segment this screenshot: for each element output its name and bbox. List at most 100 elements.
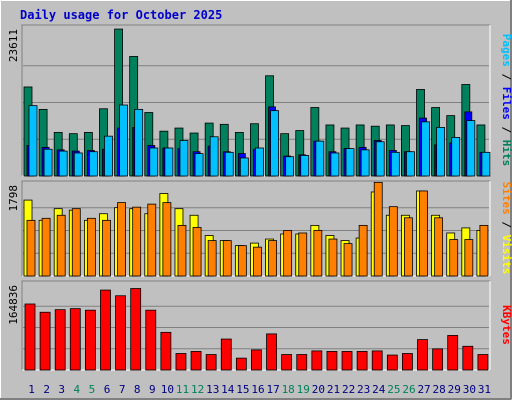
bar-sites-day-16 xyxy=(253,246,262,277)
bar-sites-day-25 xyxy=(388,206,398,277)
legend-hits-files-pages: Pages / Files / Hits xyxy=(500,34,512,167)
legend-sites: Sites xyxy=(500,182,512,215)
x-tick-label-day-26: 26 xyxy=(402,383,415,396)
x-tick-label-day-11: 11 xyxy=(176,383,189,396)
bar-sites-day-1 xyxy=(26,219,36,277)
bar-kbytes-day-5 xyxy=(84,309,96,371)
bar-sites-day-31 xyxy=(479,224,489,277)
bar-kbytes-day-10 xyxy=(160,331,172,371)
bar-sites-day-4 xyxy=(71,208,81,277)
x-tick-label-day-23: 23 xyxy=(357,383,370,396)
x-tick-label-day-19: 19 xyxy=(297,383,310,396)
x-tick-label-day-3: 3 xyxy=(58,383,65,396)
x-tick-label-day-29: 29 xyxy=(448,383,461,396)
bar-pages-day-24 xyxy=(375,141,385,177)
x-tick-label-day-6: 6 xyxy=(104,383,111,396)
bar-kbytes-day-15 xyxy=(235,357,247,371)
bar-sites-day-15 xyxy=(237,245,247,277)
bar-sites-day-19 xyxy=(298,232,308,277)
bar-pages-day-2 xyxy=(43,148,53,177)
bar-sites-day-14 xyxy=(222,240,232,277)
legend-separator: / xyxy=(500,120,512,140)
bar-pages-day-6 xyxy=(104,135,113,177)
bar-kbytes-day-22 xyxy=(341,351,353,371)
bar-pages-day-18 xyxy=(285,156,295,177)
bar-pages-day-16 xyxy=(255,147,264,177)
bar-pages-day-31 xyxy=(481,151,491,177)
bar-sites-day-29 xyxy=(449,239,459,277)
bar-pages-day-9 xyxy=(149,147,159,177)
bar-pages-day-23 xyxy=(360,149,370,177)
bar-kbytes-day-7 xyxy=(115,295,126,371)
legend-visits: Visits xyxy=(500,235,512,275)
bar-sites-day-28 xyxy=(434,217,444,277)
bar-kbytes-day-3 xyxy=(54,309,66,371)
x-tick-label-day-10: 10 xyxy=(161,383,174,396)
x-tick-label-day-2: 2 xyxy=(43,383,50,396)
bar-sites-day-23 xyxy=(358,224,368,277)
x-tick-label-day-18: 18 xyxy=(282,383,295,396)
bar-kbytes-day-2 xyxy=(39,311,51,371)
bar-pages-day-29 xyxy=(451,136,461,177)
bar-sites-day-27 xyxy=(419,190,428,277)
x-tick-label-day-22: 22 xyxy=(342,383,355,396)
bar-pages-day-17 xyxy=(270,110,279,177)
x-tick-label-day-12: 12 xyxy=(191,383,204,396)
bar-kbytes-day-17 xyxy=(266,333,277,371)
x-tick-label-day-16: 16 xyxy=(251,383,264,396)
bar-pages-day-13 xyxy=(209,136,219,177)
bar-pages-day-7 xyxy=(119,104,128,177)
bar-pages-day-19 xyxy=(300,155,310,177)
panel-visits-sites: 1798 Sites / Visits xyxy=(7,180,512,277)
bar-pages-day-14 xyxy=(224,151,234,177)
bar-pages-day-27 xyxy=(421,121,430,177)
legend-kbytes: KBytes xyxy=(500,305,512,345)
x-tick-label-day-28: 28 xyxy=(433,383,446,396)
bar-kbytes-day-11 xyxy=(175,353,187,371)
chart-title: Daily usage for October 2025 xyxy=(20,8,222,22)
x-tick-label-day-20: 20 xyxy=(312,383,325,396)
bar-kbytes-day-4 xyxy=(69,308,81,371)
bar-sites-day-11 xyxy=(177,224,187,277)
bar-kbytes-day-29 xyxy=(447,335,459,371)
bar-sites-day-8 xyxy=(132,206,142,277)
bar-sites-day-30 xyxy=(464,239,474,277)
x-tick-label-day-1: 1 xyxy=(28,383,35,396)
x-tick-label-day-5: 5 xyxy=(89,383,96,396)
x-axis-day-labels: 1 2 3 4 5 6 7 8 9 10 11 12 13 14 15 16 17 18 19 20 21 22 23 24 2… xyxy=(28,383,491,396)
bar-kbytes-day-12 xyxy=(190,351,202,371)
legend-hits: Hits xyxy=(500,140,512,167)
bar-sites-day-21 xyxy=(328,238,338,277)
legend-separator: / xyxy=(500,67,512,87)
bar-sites-day-24 xyxy=(373,181,383,277)
bar-pages-day-8 xyxy=(134,108,144,177)
bar-pages-day-30 xyxy=(466,120,476,177)
bar-pages-day-5 xyxy=(88,151,98,177)
bar-kbytes-day-13 xyxy=(205,354,217,371)
x-tick-label-day-17: 17 xyxy=(266,383,279,396)
x-tick-label-day-24: 24 xyxy=(372,383,386,396)
bar-pages-day-4 xyxy=(73,152,83,177)
bar-kbytes-day-9 xyxy=(145,309,157,371)
bar-pages-day-26 xyxy=(406,151,415,177)
legend-visits-sites: Sites / Visits xyxy=(500,182,512,275)
bar-sites-day-18 xyxy=(283,230,293,277)
bar-kbytes-day-18 xyxy=(281,354,293,371)
bar-pages-day-20 xyxy=(315,140,325,177)
legend-separator: / xyxy=(500,215,512,235)
bar-pages-day-1 xyxy=(28,105,38,177)
bar-kbytes-day-21 xyxy=(326,351,338,371)
bar-sites-day-2 xyxy=(41,217,51,277)
x-tick-label-day-4: 4 xyxy=(74,383,81,396)
bar-kbytes-day-14 xyxy=(220,338,232,371)
bar-pages-day-15 xyxy=(239,157,249,177)
x-tick-label-day-13: 13 xyxy=(206,383,219,396)
bar-sites-day-13 xyxy=(207,240,217,277)
legend-files: Files xyxy=(500,87,512,120)
bar-kbytes-day-28 xyxy=(432,348,444,371)
bar-kbytes-day-30 xyxy=(462,345,474,371)
bar-sites-day-9 xyxy=(147,203,157,277)
bar-sites-day-3 xyxy=(56,214,66,277)
x-tick-label-day-7: 7 xyxy=(119,383,126,396)
bar-pages-day-3 xyxy=(58,150,68,177)
